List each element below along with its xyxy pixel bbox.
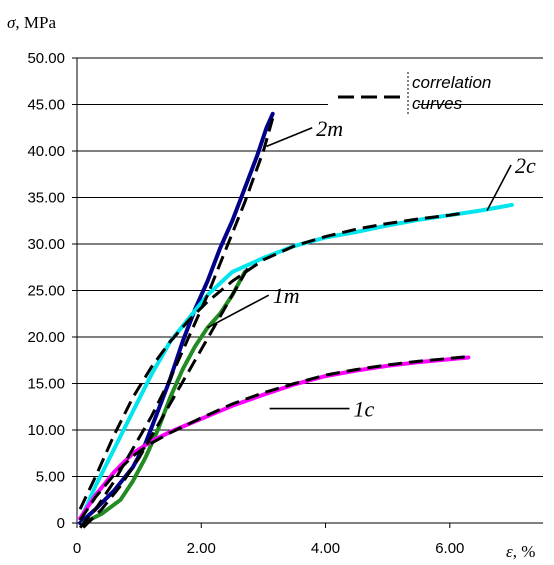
y-tick-label: 5.00 bbox=[36, 469, 65, 486]
x-axis-symbol: ε bbox=[506, 542, 513, 561]
curve-label-1c: 1c bbox=[353, 397, 374, 422]
legend-label-line: correlation bbox=[412, 73, 491, 92]
legend-background bbox=[328, 70, 418, 118]
x-axis-title: ε, % bbox=[506, 542, 535, 561]
curve-label-2c: 2c bbox=[515, 153, 536, 178]
y-axis-symbol: σ bbox=[7, 13, 16, 32]
series-line-2c bbox=[81, 202, 514, 516]
correlation-curve-2 bbox=[78, 211, 463, 510]
annotation-leader-1m bbox=[207, 294, 270, 329]
x-tick-label: 2.00 bbox=[187, 540, 216, 557]
series-line-1m bbox=[81, 269, 247, 525]
y-tick-labels: 0 5.00 10.00 15.00 20.00 25.00 30.00 35.00 40.00… bbox=[27, 50, 65, 532]
series-curves bbox=[78, 111, 514, 525]
y-axis-unit: , MPa bbox=[15, 13, 56, 32]
correlation-curves bbox=[78, 117, 469, 529]
y-axis-title: σ, MPa bbox=[7, 13, 56, 32]
x-axis-unit: , % bbox=[513, 542, 536, 561]
x-tick-label: 4.00 bbox=[311, 540, 340, 557]
y-tick-label: 30.00 bbox=[27, 236, 65, 253]
correlation-curve-1 bbox=[78, 117, 275, 529]
annotation-leader-2m bbox=[266, 127, 313, 148]
annotation-leader-2c bbox=[486, 164, 512, 211]
y-tick-label: 45.00 bbox=[27, 97, 65, 114]
y-tick-label: 0 bbox=[57, 515, 65, 532]
curve-label-1m: 1m bbox=[273, 283, 300, 308]
y-tick-label: 10.00 bbox=[27, 422, 65, 439]
series-line-1c bbox=[78, 355, 471, 521]
y-tick-label: 50.00 bbox=[27, 50, 65, 67]
y-tick-label: 20.00 bbox=[27, 329, 65, 346]
x-tick-label: 0 bbox=[73, 540, 81, 557]
x-tick-label: 6.00 bbox=[435, 540, 464, 557]
y-tick-label: 40.00 bbox=[27, 143, 65, 160]
legend-label-line: curves bbox=[412, 94, 463, 113]
correlation-curve-4 bbox=[78, 355, 469, 522]
x-tick-labels: 0 2.00 4.00 6.00 bbox=[73, 540, 465, 557]
correlation-curve-3 bbox=[82, 261, 253, 529]
curve-label-2m: 2m bbox=[316, 116, 343, 141]
curve-annotations: 2m 2c 1m 1c bbox=[207, 116, 536, 422]
axes bbox=[72, 57, 543, 528]
y-tick-label: 25.00 bbox=[27, 283, 65, 300]
grid-lines bbox=[77, 57, 543, 477]
y-tick-label: 35.00 bbox=[27, 190, 65, 207]
y-tick-label: 15.00 bbox=[27, 376, 65, 393]
legend: correlation curves bbox=[328, 70, 491, 118]
